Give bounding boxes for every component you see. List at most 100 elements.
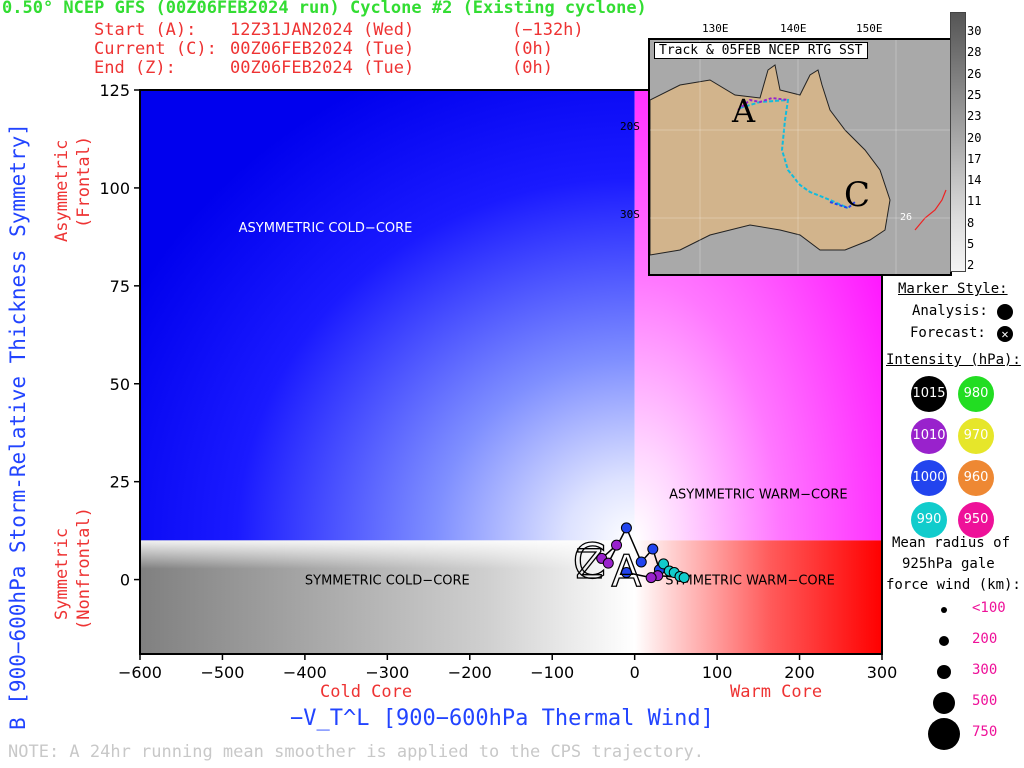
x-tick-label: −500 <box>200 663 244 682</box>
y-tick-label: 25 <box>110 473 130 492</box>
analysis-label: Analysis: <box>912 303 988 319</box>
trajectory-point <box>645 572 657 584</box>
trajectory-point <box>647 543 659 555</box>
x-tick-label: 200 <box>784 663 815 682</box>
y-side-label-sym-2: (Nonfrontal) <box>74 507 94 630</box>
track-line-start <box>737 96 789 111</box>
radius-title-2: 925hPa gale <box>902 556 995 572</box>
intensity-swatch: 990 <box>911 502 947 538</box>
radius-label: 500 <box>972 693 998 709</box>
trajectory-point <box>635 556 647 568</box>
inset-lon-140e: 140E <box>780 22 807 35</box>
quadrant-symmetric-warm <box>634 540 882 654</box>
colorbar-label: 2 <box>967 258 975 273</box>
current-marker-c: C <box>573 534 607 590</box>
inset-map-title: Track & 05FEB NCEP RTG SST <box>654 42 868 59</box>
colorbar-label: 23 <box>967 109 982 124</box>
marker-style-title: Marker Style: <box>898 281 1008 297</box>
quadrant-symmetric-cold-fade <box>140 540 635 654</box>
y-side-label-asym-2: (Frontal) <box>74 135 94 228</box>
colorbar-label: 25 <box>967 87 982 102</box>
radius-label: 750 <box>972 724 998 740</box>
chart-axes <box>139 89 883 655</box>
colorbar-label: 14 <box>967 173 982 188</box>
forecast-marker-icon: ✕ <box>997 326 1013 342</box>
y-axis-title: B [900−600hPa Storm-Relative Thickness S… <box>6 123 30 730</box>
inset-lon-130e: 130E <box>702 22 729 35</box>
sst-colorbar <box>950 12 966 272</box>
trajectory-point <box>602 557 614 569</box>
y-tick-label: 100 <box>99 179 130 198</box>
y-tick-label: 75 <box>110 277 130 296</box>
inset-lat-30s-outer: 30S <box>620 208 640 221</box>
colorbar-label: 17 <box>967 151 982 166</box>
trajectory-point <box>620 522 632 534</box>
end-label: End (Z): <box>94 58 176 78</box>
end-offset: (0h) <box>512 58 553 78</box>
start-time: 12Z31JAN2024 (Wed) <box>230 20 415 40</box>
current-time: 00Z06FEB2024 (Tue) <box>230 39 415 59</box>
intensity-swatch: 950 <box>958 502 994 538</box>
inset-track-map: Track & 05FEB NCEP RTG SST 20S 30S 26 A … <box>648 38 952 276</box>
track-line-end <box>829 201 856 210</box>
radius-label: <100 <box>972 600 1006 616</box>
trajectory-point <box>678 572 690 584</box>
trajectory-point <box>658 558 670 570</box>
x-tick-label: 0 <box>630 663 640 682</box>
radius-dot <box>941 607 947 613</box>
inset-map-graphic <box>650 40 950 274</box>
inset-start-marker: A <box>732 92 756 130</box>
y-side-label-sym-1: Symmetric <box>52 527 72 620</box>
x-side-label-warm: Warm Core <box>730 682 823 702</box>
intensity-swatch: 970 <box>958 418 994 454</box>
trajectory-point <box>611 539 623 551</box>
radius-label: 300 <box>972 662 998 678</box>
radius-title-3: force wind (km): <box>886 577 1021 593</box>
radius-dot <box>928 718 960 750</box>
analysis-marker-icon <box>997 304 1013 320</box>
radius-label: 200 <box>972 631 998 647</box>
x-tick-label: −200 <box>448 663 492 682</box>
track-line <box>739 98 849 209</box>
colorbar-label: 5 <box>967 237 975 251</box>
quadrant-label: SYMMETRIC WARM−CORE <box>665 574 835 589</box>
x-tick-label: −100 <box>530 663 574 682</box>
y-side-label-asym-1: Asymmetric <box>52 139 72 242</box>
current-offset: (0h) <box>512 39 553 59</box>
intensity-swatch: 1000 <box>911 460 947 496</box>
colorbar-label: 26 <box>967 66 982 81</box>
start-offset: (−132h) <box>512 20 584 40</box>
quadrant-label: SYMMETRIC COLD−CORE <box>305 574 470 589</box>
inset-lon-150e: 150E <box>856 22 883 35</box>
intensity-title: Intensity (hPa): <box>886 352 1021 368</box>
radius-title-1: Mean radius of <box>892 535 1011 551</box>
footer-note: NOTE: A 24hr running mean smoother is ap… <box>8 742 704 762</box>
inset-sst-label: 26 <box>900 212 913 223</box>
x-tick-label: −300 <box>365 663 409 682</box>
chart-title: 0.50° NCEP GFS (00Z06FEB2024 run) Cyclon… <box>2 0 647 18</box>
sst-contour <box>914 189 947 231</box>
x-tick-label: −400 <box>283 663 327 682</box>
radius-dot <box>937 665 951 679</box>
colorbar-label: 28 <box>967 45 982 60</box>
colorbar-label: 30 <box>967 24 982 38</box>
end-marker-z: Z <box>576 542 603 588</box>
x-tick-label: 300 <box>867 663 898 682</box>
quadrant-label: ASYMMETRIC WARM−CORE <box>669 487 847 502</box>
radius-dot <box>939 636 949 646</box>
current-label: Current (C): <box>94 39 217 59</box>
inset-current-marker: C <box>844 175 871 215</box>
start-marker-a: A <box>611 546 641 597</box>
end-time: 00Z06FEB2024 (Tue) <box>230 58 415 78</box>
x-axis-title: −V_T^L [900−600hPa Thermal Wind] <box>290 706 714 731</box>
intensity-swatch: 1010 <box>911 418 947 454</box>
colorbar-label: 20 <box>967 130 982 145</box>
axis-ticks: −600 −500 −400 −300 −200 −100 0 100 200 300 0 25 50 7… <box>99 81 897 682</box>
y-tick-label: 50 <box>110 375 130 394</box>
quadrant-label: ASYMMETRIC COLD−CORE <box>239 221 413 236</box>
intensity-swatch: 1015 <box>911 376 947 412</box>
colorbar-label: 8 <box>967 215 975 230</box>
cyclone-trajectory: ACZ <box>572 522 690 597</box>
radius-dot <box>933 692 955 714</box>
intensity-swatch: 980 <box>958 376 994 412</box>
